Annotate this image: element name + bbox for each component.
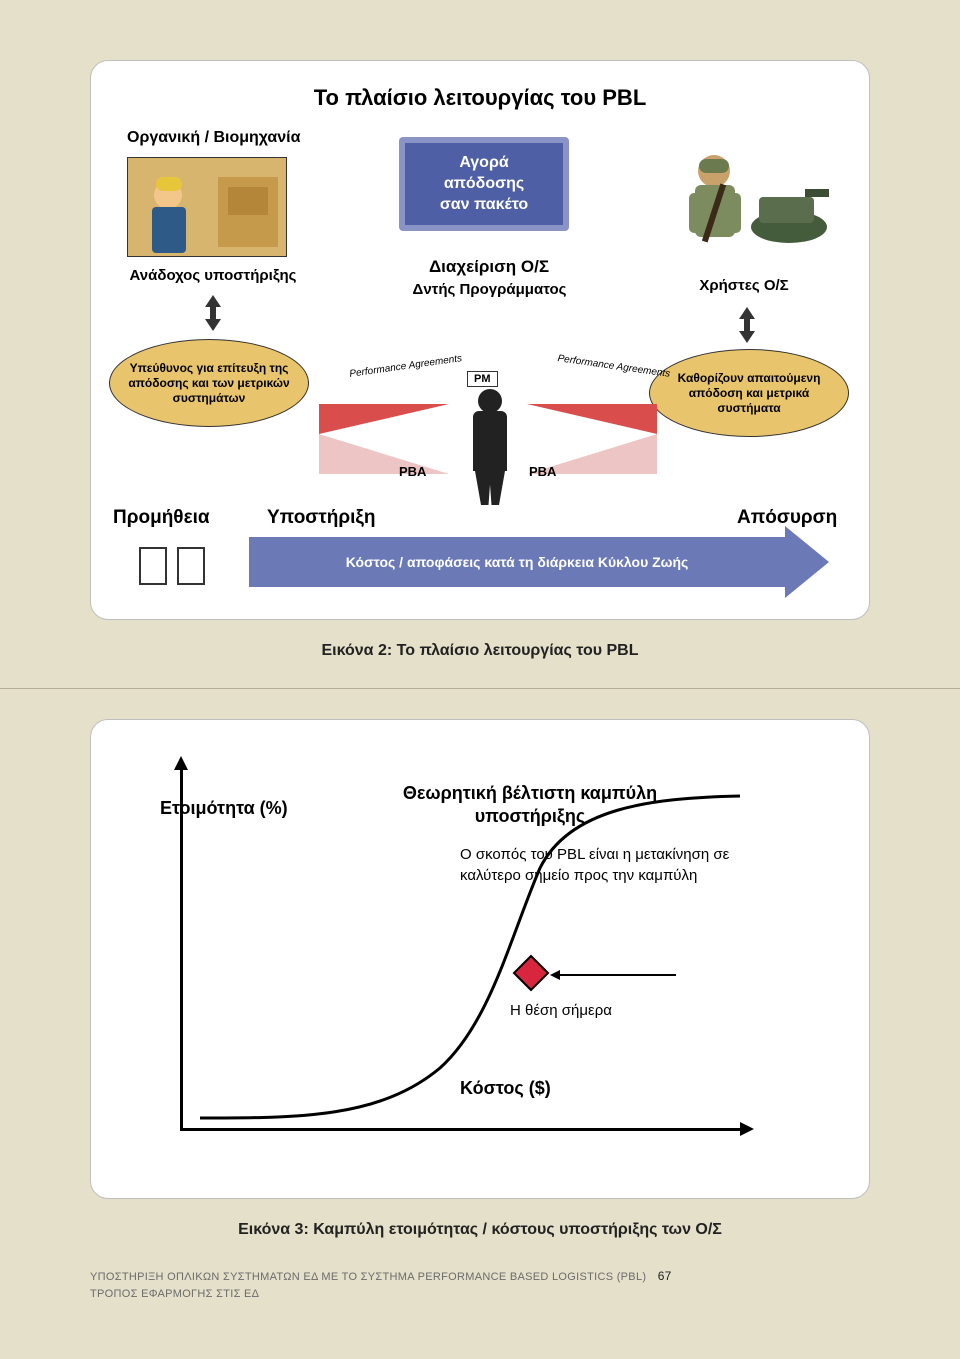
phase-procurement: Προμήθεια	[113, 507, 210, 529]
double-arrow-left	[205, 295, 221, 331]
marker-leader	[556, 974, 676, 976]
section-separator	[0, 688, 960, 689]
perf-agr-left: Performance Agreements	[349, 353, 463, 380]
footer-line2: ΤΡΟΠΟΣ ΕΦΑΡΜΟΓΗΣ ΣΤΙΣ ΕΔ	[90, 1288, 259, 1300]
figure-readiness-curve: Ετοιμότητα (%) Θεωρητική βέλτιστη καμπύλ…	[90, 719, 870, 1199]
pm-figure	[463, 389, 517, 509]
chart-area: Ετοιμότητα (%) Θεωρητική βέλτιστη καμπύλ…	[130, 748, 830, 1168]
curve-title: Θεωρητική βέλτιστη καμπύλη υποστήριξης	[400, 782, 660, 829]
soldier-tank-icon	[659, 137, 829, 267]
phase-support: Υποστήριξη	[267, 507, 375, 529]
figure1-diagram: Οργανική / Βιομηχανία Ανάδοχος υποστήριξ…	[109, 129, 851, 599]
ellipse-users-role: Καθορίζουν απαιτούμενη απόδοση και μετρι…	[649, 349, 849, 437]
package-banner: Αγορά απόδοσης σαν πακέτο	[399, 137, 569, 231]
today-label: Η θέση σήμερα	[510, 1000, 612, 1021]
label-management: Διαχείριση Ο/Σ	[409, 257, 569, 277]
footer-line1: ΥΠΟΣΤΗΡΙΞΗ ΟΠΛΙΚΩΝ ΣΥΣΤΗΜΑΤΩΝ ΕΔ ΜΕ ΤΟ Σ…	[90, 1271, 646, 1283]
page-number: 67	[658, 1269, 672, 1283]
purpose-note: Ο σκοπός του PBL είναι η μετακίνηση σε κ…	[460, 844, 780, 886]
label-industry: Οργανική / Βιομηχανία	[127, 129, 300, 147]
y-axis-label: Ετοιμότητα (%)	[160, 798, 288, 819]
phase-box	[177, 547, 205, 585]
pm-badge: PM	[467, 371, 498, 387]
illustration-industry	[127, 157, 287, 257]
pba-right: PBA	[529, 464, 556, 479]
lifecycle-arrow: Κόστος / αποφάσεις κατά τη διάρκεια Κύκλ…	[249, 537, 829, 587]
lifecycle-arrow-text: Κόστος / αποφάσεις κατά τη διάρκεια Κύκλ…	[249, 537, 785, 587]
illustration-users	[659, 137, 829, 267]
phase-boxes	[139, 547, 205, 585]
x-axis-label: Κόστος ($)	[460, 1078, 551, 1099]
page-footer: ΥΠΟΣΤΗΡΙΞΗ ΟΠΛΙΚΩΝ ΣΥΣΤΗΜΑΤΩΝ ΕΔ ΜΕ ΤΟ Σ…	[90, 1267, 870, 1302]
label-program-manager: Δντής Προγράμματος	[387, 281, 592, 298]
wedge-left-bottom	[319, 434, 449, 474]
pba-left: PBA	[399, 464, 426, 479]
label-contractor: Ανάδοχος υποστήριξης	[113, 267, 313, 284]
worker-icon	[128, 157, 286, 257]
figure2-caption: Εικόνα 3: Καμπύλη ετοιμότητας / κόστους …	[40, 1221, 920, 1239]
arrow-head-icon	[785, 526, 829, 598]
double-arrow-right	[739, 307, 755, 343]
ellipse-contractor-role: Υπεύθυνος για επίτευξη της απόδοσης και …	[109, 339, 309, 427]
phase-box	[139, 547, 167, 585]
figure-pbl-framework: Το πλαίσιο λειτουργίας του PBL Οργανική …	[90, 60, 870, 620]
figure1-title: Το πλαίσιο λειτουργίας του PBL	[109, 85, 851, 111]
perf-agr-right: Performance Agreements	[557, 353, 671, 380]
figure1-caption: Εικόνα 2: Το πλαίσιο λειτουργίας του PBL	[40, 642, 920, 660]
label-users: Χρήστες Ο/Σ	[674, 277, 814, 294]
wedge-left-top	[319, 404, 449, 434]
wedge-right-top	[527, 404, 657, 434]
